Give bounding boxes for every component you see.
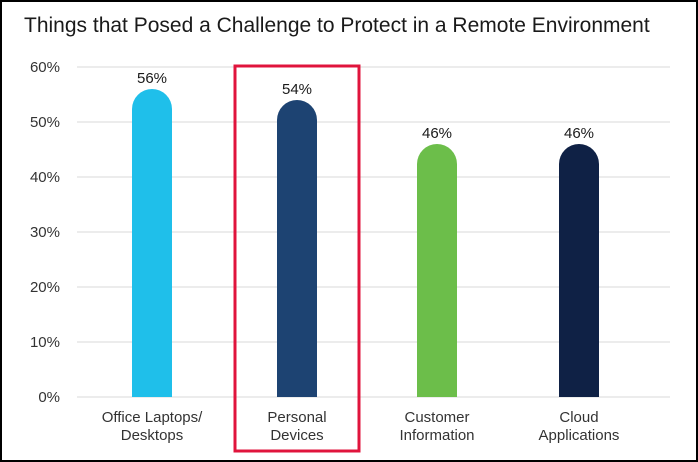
data-label: 46% [422, 125, 452, 142]
bar [417, 144, 457, 397]
data-label: 54% [282, 81, 312, 98]
grid-lines [77, 66, 670, 398]
bar [559, 144, 599, 397]
data-labels: 56% 54% 46% 46% [137, 70, 594, 142]
y-tick-label: 10% [30, 334, 60, 351]
bar [132, 89, 172, 397]
category-label-line: Desktops [121, 427, 184, 444]
category-label: Personal Devices [267, 409, 326, 444]
y-axis-ticks: 0% 10% 20% 30% 40% 50% 60% [30, 59, 60, 406]
category-label-line: Office Laptops/ [102, 409, 203, 426]
y-tick-label: 50% [30, 114, 60, 131]
data-label: 56% [137, 70, 167, 87]
y-tick-label: 20% [30, 279, 60, 296]
y-tick-label: 60% [30, 59, 60, 76]
category-label: Office Laptops/Desktops [102, 409, 203, 444]
category-label-line: Applications [539, 427, 620, 444]
category-label: Cloud Applications [539, 409, 620, 444]
highlight-box [233, 64, 361, 453]
category-label-line: Customer [404, 409, 469, 426]
bar [277, 100, 317, 397]
category-label-line: Cloud [559, 409, 598, 426]
x-axis-categories: Office Laptops/Desktops Personal Devices Cu… [102, 409, 620, 444]
y-tick-label: 40% [30, 169, 60, 186]
category-label: Customer Information [399, 409, 474, 444]
data-label: 46% [564, 125, 594, 142]
highlight-box-layer [233, 64, 361, 453]
chart-title: Things that Posed a Challenge to Protect… [24, 14, 650, 37]
y-tick-label: 30% [30, 224, 60, 241]
category-label-line: Personal [267, 409, 326, 426]
y-tick-label: 0% [38, 389, 60, 406]
bars [132, 89, 599, 397]
category-label-line: Devices [270, 427, 323, 444]
category-label-line: Information [399, 427, 474, 444]
